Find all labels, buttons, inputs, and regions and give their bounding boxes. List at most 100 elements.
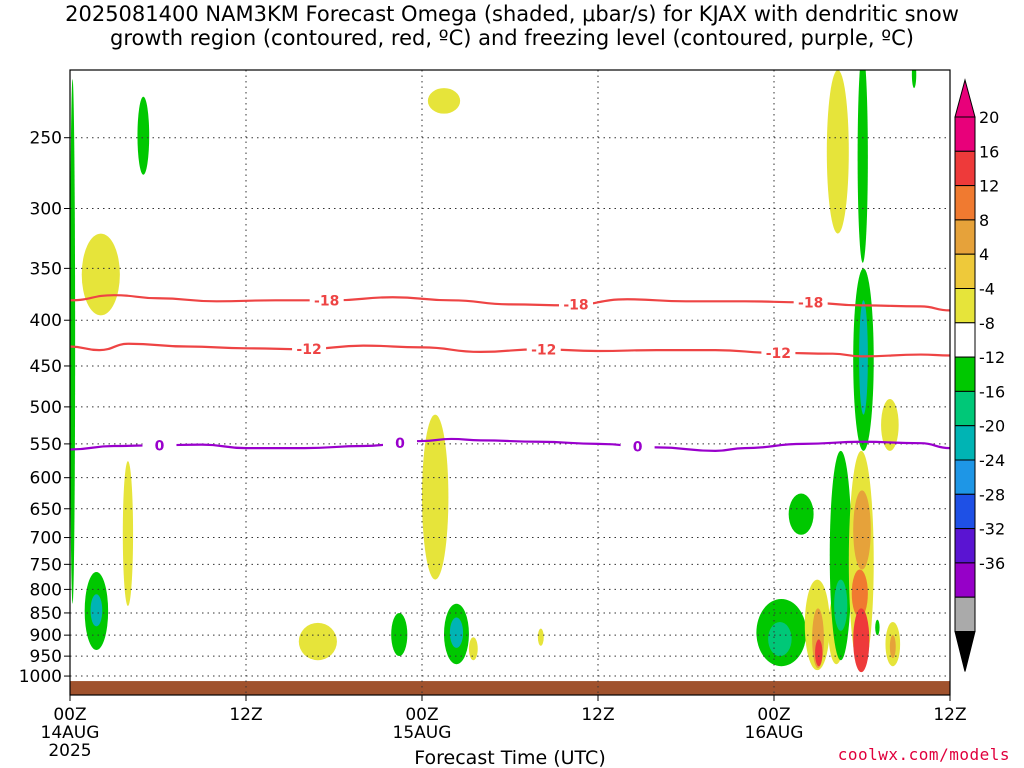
colorbar-swatch xyxy=(954,459,976,495)
omega-feature xyxy=(889,635,896,659)
colorbar-swatch xyxy=(954,185,976,221)
colorbar-label: -4 xyxy=(979,280,995,299)
omega-feature xyxy=(422,414,449,580)
omega-feature xyxy=(851,569,868,618)
chart-title-line1: 2025081400 NAM3KM Forecast Omega (shaded… xyxy=(65,2,959,26)
x-tick-label: 00Z xyxy=(53,705,86,725)
contour-label-bg xyxy=(526,341,561,358)
omega-feature xyxy=(427,88,461,114)
contour-label-bg xyxy=(793,294,828,311)
colorbar-label: -12 xyxy=(979,348,1005,367)
omega-feature xyxy=(137,96,150,175)
y-tick-label: 650 xyxy=(30,500,62,520)
omega-feature xyxy=(537,628,544,646)
colorbar: 20 16 12 8 4 -4 -8 -12 -16 -20 -24 -28 -32 -36 xyxy=(954,78,1005,672)
y-tick-label: 350 xyxy=(30,259,62,279)
terrain-layer xyxy=(70,681,950,695)
y-tick-label: 750 xyxy=(30,555,62,575)
y-tick-label: 400 xyxy=(30,311,62,331)
x-tick-year-label: 2025 xyxy=(48,741,91,761)
contour-label-bg xyxy=(309,292,344,309)
y-tick-label: 900 xyxy=(30,626,62,646)
omega-feature xyxy=(90,594,103,627)
omega-feature xyxy=(298,622,337,661)
omega-feature xyxy=(70,79,76,604)
omega-feature xyxy=(853,608,870,673)
contour-line xyxy=(70,342,950,358)
y-tick-label: 850 xyxy=(30,604,62,624)
y-tick-label: 600 xyxy=(30,469,62,489)
contour-label-bg xyxy=(559,296,593,313)
omega-feature xyxy=(911,70,917,89)
colorbar-label: -32 xyxy=(979,520,1005,539)
colorbar-label: -36 xyxy=(979,554,1005,573)
colorbar-label: -16 xyxy=(979,382,1005,401)
contour-label: -12 xyxy=(296,342,321,358)
colorbar-swatch xyxy=(954,116,976,152)
x-tick-label: 12Z xyxy=(933,705,966,725)
colorbar-swatch xyxy=(954,356,976,392)
x-tick-date-label: 14AUG xyxy=(41,723,100,743)
y-tick-label: 950 xyxy=(30,647,62,667)
colorbar-label: 20 xyxy=(979,108,999,127)
colorbar-swatch xyxy=(954,322,976,358)
colorbar-label: -28 xyxy=(979,485,1005,504)
colorbar-label: -8 xyxy=(979,314,995,333)
colorbar-swatch xyxy=(954,390,976,427)
contour-label: 0 xyxy=(633,439,643,455)
x-tick-label: 00Z xyxy=(405,705,438,725)
contour-label: 0 xyxy=(155,438,165,454)
omega-feature xyxy=(834,579,848,631)
contour-label-bg xyxy=(620,438,655,455)
plot-frame xyxy=(69,69,951,696)
contour-label-bg xyxy=(142,437,177,454)
terrain-surface xyxy=(70,681,950,695)
omega-feature xyxy=(449,617,464,648)
y-tick-label: 800 xyxy=(30,580,62,600)
omega-feature xyxy=(122,461,134,607)
contour-label: -12 xyxy=(766,346,791,362)
x-tick-date-label: 16AUG xyxy=(745,723,804,743)
colorbar-swatch xyxy=(954,425,976,461)
omega-feature xyxy=(875,619,880,636)
y-tick-label: 1000 xyxy=(19,667,62,687)
x-tick-label: 12Z xyxy=(581,705,614,725)
contour-label: -18 xyxy=(314,293,339,309)
colorbar-label: 12 xyxy=(979,177,999,196)
colorbar-swatch xyxy=(954,493,976,530)
contour-line xyxy=(70,437,950,452)
colorbar-top-arrow xyxy=(954,78,976,118)
omega-feature xyxy=(853,490,871,570)
omega-feature xyxy=(81,233,120,316)
contour-label-bg xyxy=(292,340,327,357)
omega-feature xyxy=(768,621,792,657)
contour-label-bg xyxy=(761,344,796,361)
colorbar-swatch xyxy=(954,596,976,633)
chart-title-line2: growth region (contoured, red, ºC) and f… xyxy=(110,26,914,50)
contour-label: 0 xyxy=(395,436,405,452)
footer-credit: coolwx.com/models xyxy=(837,745,1010,764)
contour-label-bg xyxy=(383,434,417,451)
y-tick-label: 300 xyxy=(30,200,62,220)
y-tick-label: 700 xyxy=(30,529,62,549)
y-tick-label: 500 xyxy=(30,398,62,418)
y-tick-label: 250 xyxy=(30,129,62,149)
x-tick-label: 12Z xyxy=(229,705,262,725)
x-tick-date-label: 15AUG xyxy=(393,723,452,743)
omega-feature xyxy=(857,70,868,263)
colorbar-swatch xyxy=(954,562,976,598)
contour-label: -12 xyxy=(531,342,556,358)
colorbar-label: -24 xyxy=(979,451,1005,470)
omega-feature xyxy=(788,493,814,535)
colorbar-label: -20 xyxy=(979,417,1005,436)
colorbar-label: 16 xyxy=(979,142,999,161)
colorbar-swatch xyxy=(954,253,976,289)
grid-layer xyxy=(69,70,951,695)
colorbar-swatch xyxy=(954,219,976,255)
omega-feature xyxy=(826,70,849,234)
contour-label: -18 xyxy=(563,298,588,314)
colorbar-swatch xyxy=(954,288,976,324)
omega-feature xyxy=(391,612,408,657)
y-tick-label: 450 xyxy=(30,357,62,377)
